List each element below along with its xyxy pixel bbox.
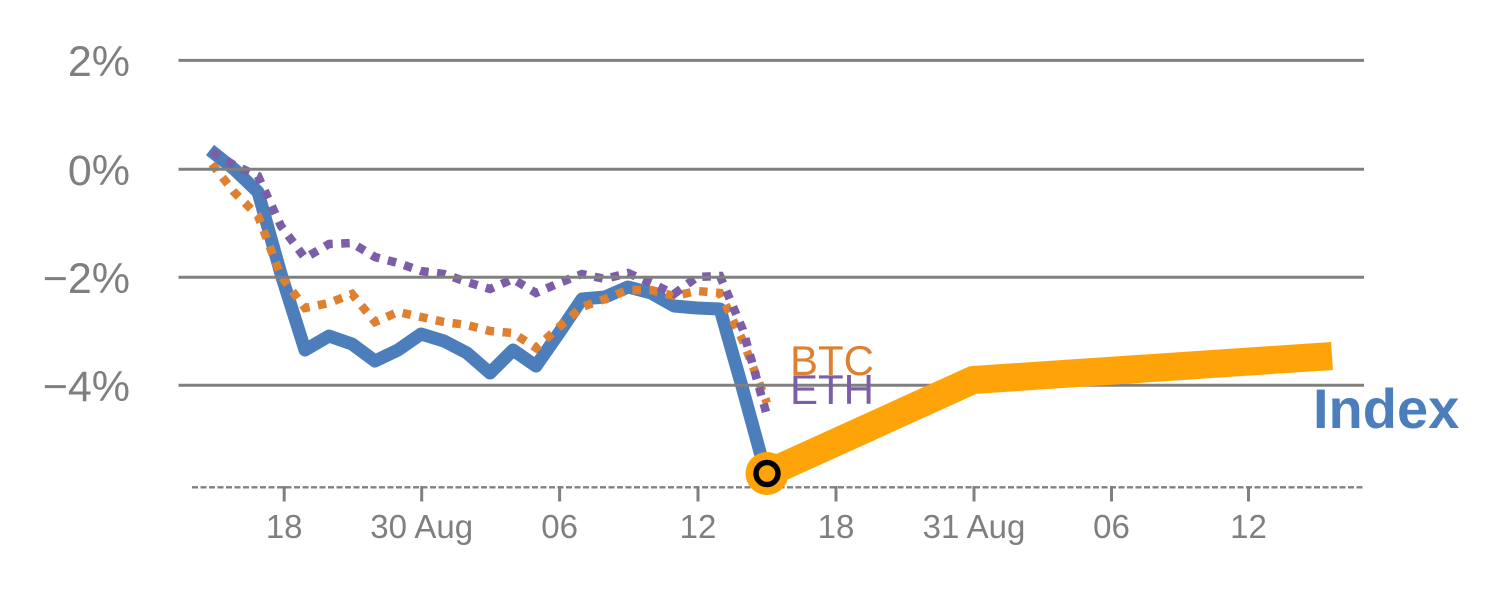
svg-text:12: 12 [1230,508,1267,545]
svg-text:06: 06 [541,508,578,545]
svg-text:−4%: −4% [43,363,130,411]
svg-text:Index: Index [1313,377,1459,440]
svg-text:18: 18 [818,508,855,545]
svg-text:31 Aug: 31 Aug [923,508,1026,545]
svg-text:18: 18 [266,508,303,545]
svg-text:−2%: −2% [43,255,130,303]
svg-text:30 Aug: 30 Aug [370,508,473,545]
svg-text:ETH: ETH [790,366,874,413]
svg-text:06: 06 [1093,508,1130,545]
svg-text:BTC: BTC [790,337,874,384]
svg-text:2%: 2% [68,38,130,86]
svg-text:0%: 0% [68,147,130,195]
svg-text:12: 12 [680,508,717,545]
